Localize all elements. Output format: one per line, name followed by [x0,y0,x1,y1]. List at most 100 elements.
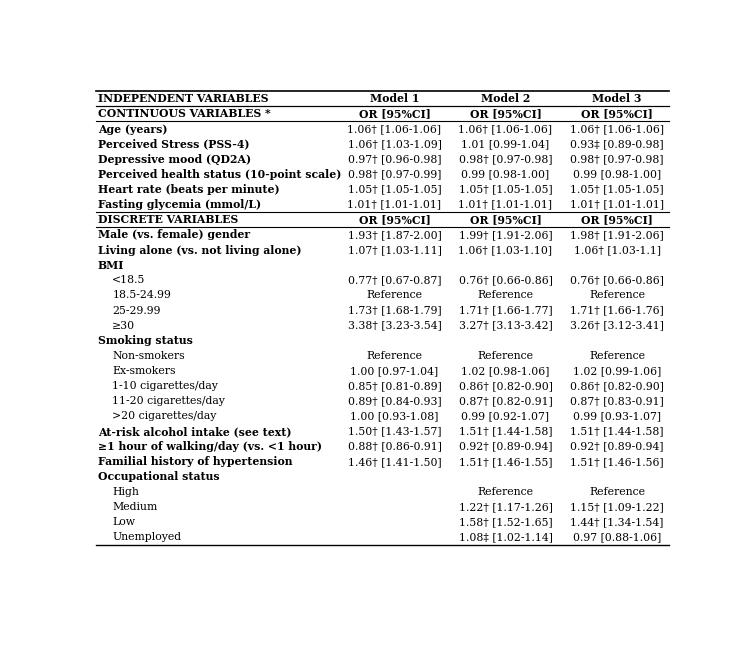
Text: 1.02 [0.99-1.06]: 1.02 [0.99-1.06] [573,366,661,376]
Text: 1.05† [1.05-1.05]: 1.05† [1.05-1.05] [459,184,552,194]
Text: 0.98† [0.97-0.98]: 0.98† [0.97-0.98] [570,155,664,165]
Text: 1.99† [1.91-2.06]: 1.99† [1.91-2.06] [459,230,552,240]
Text: 1.01† [1.01-1.01]: 1.01† [1.01-1.01] [570,200,664,210]
Text: Reference: Reference [589,487,645,497]
Text: CONTINUOUS VARIABLES *: CONTINUOUS VARIABLES * [98,109,271,119]
Text: 1.00 [0.97-1.04]: 1.00 [0.97-1.04] [351,366,439,376]
Text: Reference: Reference [477,351,533,361]
Text: Reference: Reference [366,351,422,361]
Text: 1.06† [1.06-1.06]: 1.06† [1.06-1.06] [570,124,664,134]
Text: 0.98† [0.97-0.99]: 0.98† [0.97-0.99] [348,169,441,179]
Text: DISCRETE VARIABLES: DISCRETE VARIABLES [98,214,238,225]
Text: Model 1: Model 1 [370,93,419,105]
Text: Non-smokers: Non-smokers [113,351,185,361]
Text: INDEPENDENT VARIABLES: INDEPENDENT VARIABLES [98,93,269,105]
Text: 0.76† [0.66-0.86]: 0.76† [0.66-0.86] [570,275,664,285]
Text: Model 3: Model 3 [592,93,642,105]
Text: 25-29.99: 25-29.99 [113,306,161,316]
Text: Depressive mood (QD2A): Depressive mood (QD2A) [98,154,251,165]
Text: Medium: Medium [113,502,157,512]
Text: 0.99 [0.98-1.00]: 0.99 [0.98-1.00] [462,169,550,179]
Text: 1.51† [1.44-1.58]: 1.51† [1.44-1.58] [459,427,552,437]
Text: 1-10 cigarettes/day: 1-10 cigarettes/day [113,381,218,391]
Text: <18.5: <18.5 [113,275,145,285]
Text: 0.87† [0.82-0.91]: 0.87† [0.82-0.91] [459,396,552,406]
Text: 1.50† [1.43-1.57]: 1.50† [1.43-1.57] [348,427,441,437]
Text: 1.46† [1.41-1.50]: 1.46† [1.41-1.50] [348,457,442,467]
Text: Reference: Reference [477,487,533,497]
Text: 3.26† [3.12-3.41]: 3.26† [3.12-3.41] [570,321,664,331]
Text: OR [95%CI]: OR [95%CI] [581,109,653,119]
Text: Ex-smokers: Ex-smokers [113,366,176,376]
Text: OR [95%CI]: OR [95%CI] [469,214,542,225]
Text: 1.98† [1.91-2.06]: 1.98† [1.91-2.06] [570,230,664,240]
Text: 0.76† [0.66-0.86]: 0.76† [0.66-0.86] [459,275,552,285]
Text: 1.02 [0.98-1.06]: 1.02 [0.98-1.06] [461,366,550,376]
Text: 1.51† [1.46-1.56]: 1.51† [1.46-1.56] [570,457,664,467]
Text: Fasting glycemia (mmol/L): Fasting glycemia (mmol/L) [98,199,261,210]
Text: OR [95%CI]: OR [95%CI] [359,214,430,225]
Text: >20 cigarettes/day: >20 cigarettes/day [113,412,216,422]
Text: Unemployed: Unemployed [113,533,181,543]
Text: High: High [113,487,140,497]
Text: 0.99 [0.98-1.00]: 0.99 [0.98-1.00] [573,169,661,179]
Text: 0.86† [0.82-0.90]: 0.86† [0.82-0.90] [570,381,664,391]
Text: 0.92† [0.89-0.94]: 0.92† [0.89-0.94] [570,442,664,452]
Text: 1.73† [1.68-1.79]: 1.73† [1.68-1.79] [348,306,442,316]
Text: 3.27† [3.13-3.42]: 3.27† [3.13-3.42] [459,321,552,331]
Text: Low: Low [113,517,135,527]
Text: 1.71† [1.66-1.77]: 1.71† [1.66-1.77] [459,306,552,316]
Text: 1.15† [1.09-1.22]: 1.15† [1.09-1.22] [570,502,664,512]
Text: ≥1 hour of walking/day (vs. <1 hour): ≥1 hour of walking/day (vs. <1 hour) [98,441,322,452]
Text: Reference: Reference [366,290,422,300]
Text: 0.92† [0.89-0.94]: 0.92† [0.89-0.94] [459,442,552,452]
Text: ≥30: ≥30 [113,321,136,331]
Text: 1.93† [1.87-2.00]: 1.93† [1.87-2.00] [348,230,442,240]
Text: 1.58† [1.52-1.65]: 1.58† [1.52-1.65] [459,517,552,527]
Text: 1.06† [1.06-1.06]: 1.06† [1.06-1.06] [348,124,442,134]
Text: Smoking status: Smoking status [98,335,192,346]
Text: Occupational status: Occupational status [98,472,219,482]
Text: 0.98† [0.97-0.98]: 0.98† [0.97-0.98] [459,155,552,165]
Text: Heart rate (beats per minute): Heart rate (beats per minute) [98,184,280,195]
Text: 0.77† [0.67-0.87]: 0.77† [0.67-0.87] [348,275,441,285]
Text: 1.06† [1.03-1.10]: 1.06† [1.03-1.10] [459,245,553,255]
Text: Perceived health status (10-point scale): Perceived health status (10-point scale) [98,169,341,180]
Text: 0.99 [0.93-1.07]: 0.99 [0.93-1.07] [573,412,661,422]
Text: 0.89† [0.84-0.93]: 0.89† [0.84-0.93] [348,396,442,406]
Text: 1.71† [1.66-1.76]: 1.71† [1.66-1.76] [570,306,664,316]
Text: Familial history of hypertension: Familial history of hypertension [98,456,292,468]
Text: Living alone (vs. not living alone): Living alone (vs. not living alone) [98,244,301,256]
Text: 1.06† [1.03-1.1]: 1.06† [1.03-1.1] [574,245,660,255]
Text: Age (years): Age (years) [98,123,167,135]
Text: 1.51† [1.44-1.58]: 1.51† [1.44-1.58] [570,427,664,437]
Text: 1.00 [0.93-1.08]: 1.00 [0.93-1.08] [351,412,439,422]
Text: 18.5-24.99: 18.5-24.99 [113,290,171,300]
Text: 1.06† [1.03-1.09]: 1.06† [1.03-1.09] [348,139,442,149]
Text: 1.01† [1.01-1.01]: 1.01† [1.01-1.01] [348,200,442,210]
Text: OR [95%CI]: OR [95%CI] [359,109,430,119]
Text: At-risk alcohol intake (see text): At-risk alcohol intake (see text) [98,426,292,437]
Text: BMI: BMI [98,260,125,270]
Text: 1.05† [1.05-1.05]: 1.05† [1.05-1.05] [348,184,442,194]
Text: Reference: Reference [589,290,645,300]
Text: 1.07† [1.03-1.11]: 1.07† [1.03-1.11] [348,245,442,255]
Text: 0.85† [0.81-0.89]: 0.85† [0.81-0.89] [348,381,442,391]
Text: 1.08‡ [1.02-1.14]: 1.08‡ [1.02-1.14] [459,533,552,543]
Text: Reference: Reference [477,290,533,300]
Text: 1.06† [1.06-1.06]: 1.06† [1.06-1.06] [459,124,553,134]
Text: 1.01 [0.99-1.04]: 1.01 [0.99-1.04] [462,139,550,149]
Text: 1.44† [1.34-1.54]: 1.44† [1.34-1.54] [571,517,664,527]
Text: 3.38† [3.23-3.54]: 3.38† [3.23-3.54] [348,321,442,331]
Text: 0.87† [0.83-0.91]: 0.87† [0.83-0.91] [570,396,664,406]
Text: Reference: Reference [589,351,645,361]
Text: 0.99 [0.92-1.07]: 0.99 [0.92-1.07] [462,412,550,422]
Text: 1.05† [1.05-1.05]: 1.05† [1.05-1.05] [570,184,664,194]
Text: 1.01† [1.01-1.01]: 1.01† [1.01-1.01] [459,200,553,210]
Text: 0.88† [0.86-0.91]: 0.88† [0.86-0.91] [348,442,442,452]
Text: 0.97† [0.96-0.98]: 0.97† [0.96-0.98] [348,155,441,165]
Text: 0.97 [0.88-1.06]: 0.97 [0.88-1.06] [573,533,661,543]
Text: Male (vs. female) gender: Male (vs. female) gender [98,229,250,240]
Text: OR [95%CI]: OR [95%CI] [581,214,653,225]
Text: 1.51† [1.46-1.55]: 1.51† [1.46-1.55] [459,457,552,467]
